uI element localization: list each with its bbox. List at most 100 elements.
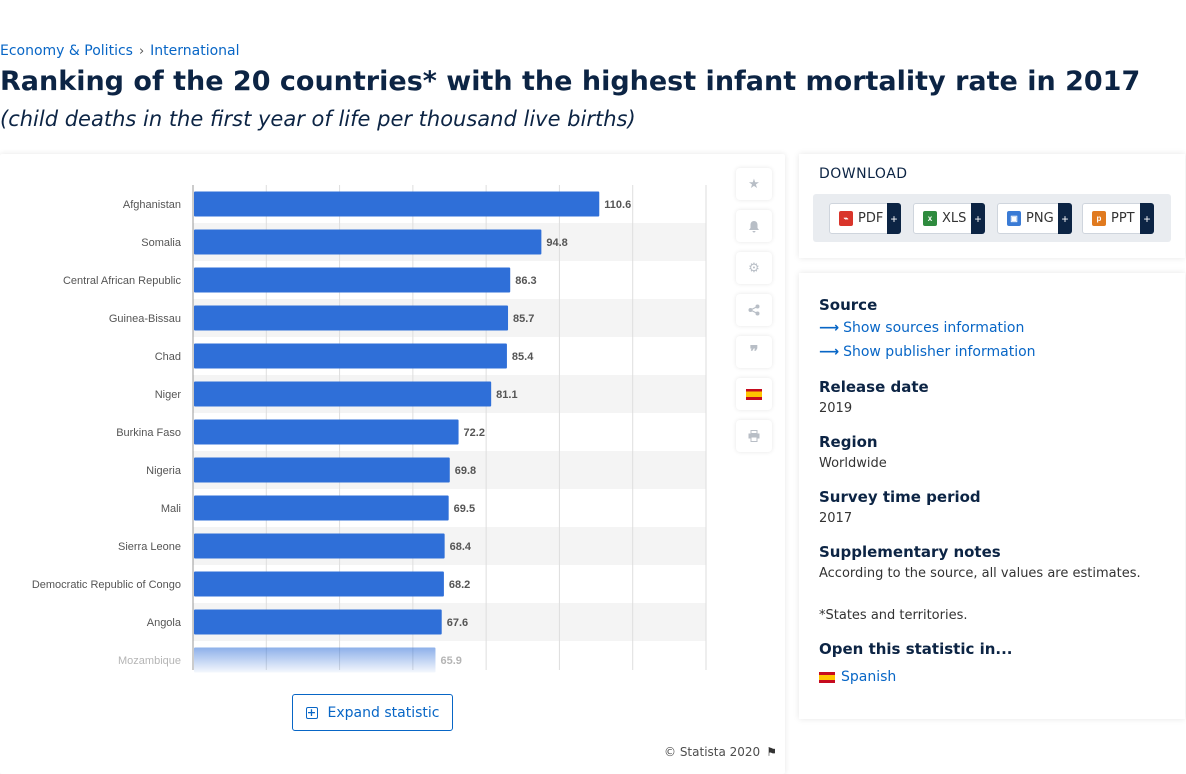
category-label: Somalia [141, 237, 182, 249]
bar [194, 229, 542, 255]
category-label: Chad [155, 351, 181, 363]
data-label: 68.4 [450, 541, 472, 553]
print-icon [748, 430, 760, 442]
category-label: Mali [161, 503, 181, 515]
download-xls-button[interactable]: x XLS + [913, 203, 985, 234]
settings-button[interactable]: ⚙ [736, 252, 772, 284]
download-card: DOWNLOAD ⌁ PDF + x XLS + ▣ PNG + p PPT + [799, 154, 1185, 258]
bar [194, 343, 507, 369]
print-button[interactable] [736, 420, 772, 452]
data-label: 65.9 [440, 655, 461, 667]
statistic-info-card: Source ⟶ Show sources information ⟶ Show p… [799, 273, 1185, 719]
download-ppt-label: PPT [1111, 211, 1135, 226]
release-date-value: 2019 [819, 401, 853, 416]
supplementary-notes-value: According to the source, all values are … [819, 566, 1141, 581]
png-file-icon: ▣ [1007, 211, 1021, 226]
show-publisher-link[interactable]: ⟶ Show publisher information [819, 344, 1036, 360]
category-label: Mozambique [118, 655, 181, 667]
supplementary-notes-heading: Supplementary notes [819, 543, 1001, 561]
expand-statistic-button[interactable]: + Expand statistic [292, 694, 453, 731]
bell-icon [749, 220, 759, 232]
share-button[interactable] [736, 294, 772, 326]
data-label: 72.2 [464, 427, 485, 439]
download-xls-label: XLS [942, 211, 967, 226]
category-label: Angola [147, 617, 182, 629]
page-subtitle: (child deaths in the first year of life … [0, 107, 636, 131]
category-label: Afghanistan [123, 199, 181, 211]
download-title: DOWNLOAD [819, 166, 908, 182]
show-sources-link[interactable]: ⟶ Show sources information [819, 320, 1024, 336]
expand-statistic-label: Expand statistic [327, 704, 440, 721]
data-label: 81.1 [496, 389, 517, 401]
open-in-spanish-link[interactable]: Spanish [819, 669, 896, 685]
show-publisher-label: Show publisher information [843, 344, 1036, 360]
arrow-right-icon: ⟶ [819, 344, 840, 360]
download-png-label: PNG [1026, 211, 1054, 226]
language-button[interactable] [736, 378, 772, 410]
data-label: 67.6 [447, 617, 468, 629]
flag-icon[interactable]: ⚑ [766, 745, 777, 759]
favorite-button[interactable]: ★ [736, 168, 772, 200]
bar [194, 571, 444, 597]
footnote-states: *States and territories. [819, 608, 968, 623]
open-in-spanish-label: Spanish [841, 669, 897, 685]
share-icon [748, 304, 760, 316]
release-date-heading: Release date [819, 378, 929, 396]
arrow-right-icon: ⟶ [819, 320, 840, 336]
category-label: Central African Republic [63, 275, 182, 287]
category-label: Democratic Republic of Congo [32, 579, 181, 591]
category-label: Guinea-Bissau [109, 313, 181, 325]
breadcrumb-separator: › [138, 43, 145, 59]
region-heading: Region [819, 433, 878, 451]
plus-icon: + [1058, 203, 1072, 234]
download-png-button[interactable]: ▣ PNG + [997, 203, 1072, 234]
breadcrumb-international[interactable]: International [150, 43, 240, 59]
bar [194, 191, 600, 217]
data-label: 69.5 [454, 503, 475, 515]
data-label: 86.3 [515, 275, 536, 287]
star-icon: ★ [748, 176, 760, 191]
bar [194, 305, 509, 331]
data-label: 68.2 [449, 579, 470, 591]
bar [194, 609, 442, 635]
download-ppt-button[interactable]: p PPT + [1082, 203, 1154, 234]
category-label: Nigeria [146, 465, 182, 477]
region-value: Worldwide [819, 456, 887, 471]
breadcrumb: Economy & Politics › International [0, 43, 240, 59]
plus-icon: + [1140, 203, 1154, 234]
plus-square-icon: + [305, 705, 318, 719]
pdf-file-icon: ⌁ [839, 211, 853, 226]
bar [194, 381, 492, 407]
bar [194, 457, 450, 483]
ppt-file-icon: p [1092, 211, 1106, 226]
show-sources-label: Show sources information [843, 320, 1025, 336]
source-heading: Source [819, 296, 878, 314]
breadcrumb-economy-politics[interactable]: Economy & Politics [0, 43, 133, 59]
bar-chart: Afghanistan 110.6 Somalia 94.8 Central Afric… [32, 185, 707, 673]
notification-button[interactable] [736, 210, 772, 242]
copyright: © Statista 2020 ⚑ [664, 745, 777, 759]
open-in-heading: Open this statistic in... [819, 640, 1013, 658]
xls-file-icon: x [923, 211, 937, 226]
category-label: Niger [155, 389, 182, 401]
bar [194, 647, 436, 673]
spain-flag-icon [746, 388, 762, 400]
copyright-text: © Statista 2020 [664, 745, 761, 759]
bar [194, 267, 511, 293]
cite-button[interactable]: ❞ [736, 336, 772, 368]
bar [194, 419, 459, 445]
download-pdf-label: PDF [858, 211, 884, 226]
data-label: 69.8 [455, 465, 476, 477]
data-label: 110.6 [604, 199, 631, 211]
download-buttons: ⌁ PDF + x XLS + ▣ PNG + p PPT + [813, 194, 1171, 242]
plus-icon: + [887, 203, 901, 234]
plus-icon: + [971, 203, 985, 234]
chart-tools: ★ ⚙ ❞ [736, 168, 772, 462]
category-label: Burkina Faso [116, 427, 181, 439]
data-label: 85.4 [512, 351, 534, 363]
page-title: Ranking of the 20 countries* with the hi… [0, 66, 1141, 97]
spain-flag-icon [819, 671, 835, 683]
download-pdf-button[interactable]: ⌁ PDF + [829, 203, 901, 234]
survey-period-heading: Survey time period [819, 488, 981, 506]
bar [194, 533, 445, 559]
